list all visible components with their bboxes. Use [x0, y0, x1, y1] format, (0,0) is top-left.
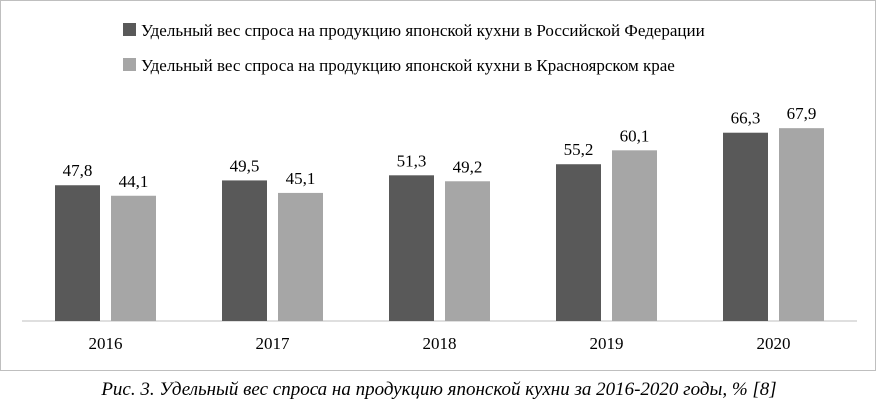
x-tick-label-2019: 2019 — [590, 334, 624, 353]
data-label-2019-series-1: 55,2 — [564, 140, 594, 159]
bar-2018-series-2 — [445, 181, 490, 321]
x-tick-label-2017: 2017 — [256, 334, 291, 353]
data-label-2020-series-1: 66,3 — [731, 109, 761, 128]
x-tick-label-2020: 2020 — [757, 334, 791, 353]
data-label-2017-series-1: 49,5 — [230, 156, 260, 175]
legend-label-2: Удельный вес спроса на продукцию японско… — [141, 56, 675, 75]
legend-swatch-1 — [123, 23, 136, 36]
bar-2017-series-2 — [278, 192, 323, 321]
data-label-2018-series-1: 51,3 — [397, 151, 427, 170]
chart-frame: Удельный вес спроса на продукцию японско… — [0, 0, 876, 371]
data-label-2016-series-1: 47,8 — [63, 161, 93, 180]
bar-chart: Удельный вес спроса на продукцию японско… — [22, 21, 857, 353]
x-tick-label-2016: 2016 — [89, 334, 123, 353]
bar-2019-series-2 — [612, 150, 657, 321]
bar-2018-series-1 — [389, 175, 434, 321]
data-label-2017-series-2: 45,1 — [286, 169, 316, 188]
bar-2016-series-2 — [111, 195, 156, 321]
data-label-2020-series-2: 67,9 — [787, 104, 817, 123]
bar-2020-series-1 — [723, 132, 768, 321]
legend-swatch-2 — [123, 58, 136, 71]
bar-2016-series-1 — [55, 185, 100, 321]
figure-caption: Рис. 3. Удельный вес спроса на продукцию… — [101, 379, 777, 400]
bar-2020-series-2 — [779, 128, 824, 321]
data-label-2019-series-2: 60,1 — [620, 126, 650, 145]
data-label-2016-series-2: 44,1 — [119, 172, 149, 191]
bar-2019-series-1 — [556, 164, 601, 321]
data-label-2018-series-2: 49,2 — [453, 157, 483, 176]
legend-label-1: Удельный вес спроса на продукцию японско… — [141, 21, 705, 40]
bar-2017-series-1 — [222, 180, 267, 321]
x-tick-label-2018: 2018 — [423, 334, 457, 353]
